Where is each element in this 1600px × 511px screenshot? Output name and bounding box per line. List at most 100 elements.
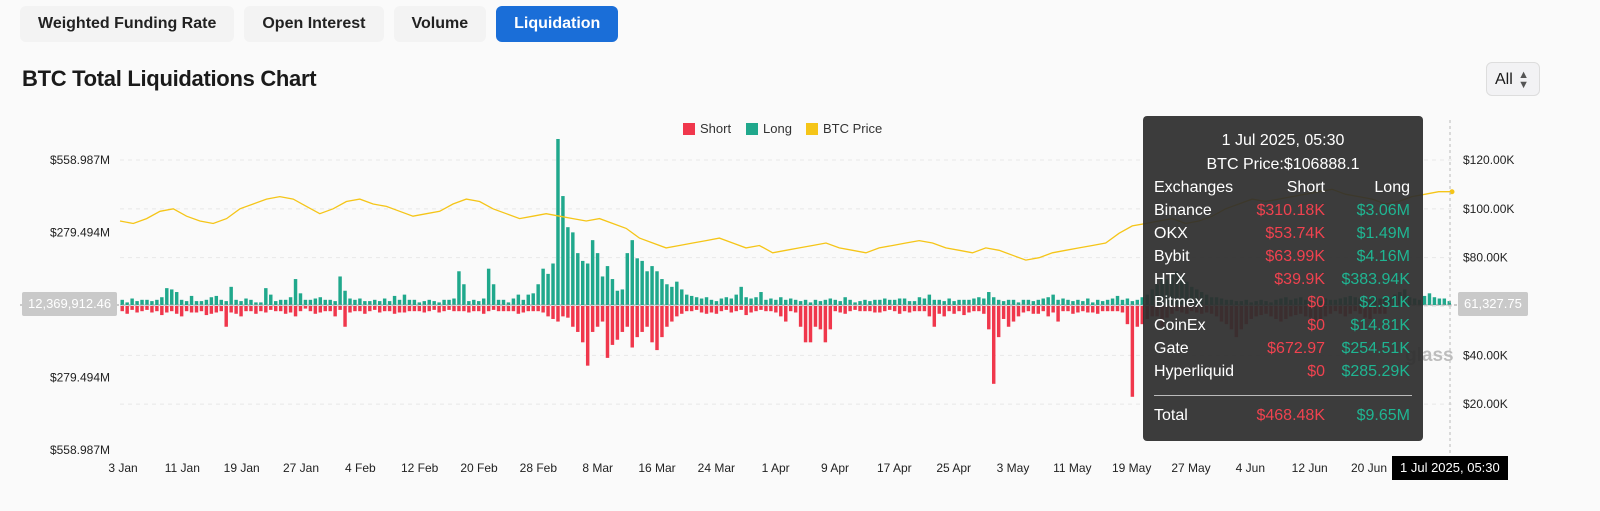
short-bar <box>1135 306 1140 327</box>
long-bar <box>333 301 337 305</box>
short-bar <box>491 306 496 310</box>
up-down-chevron-icon: ▲ ▼ <box>1518 69 1529 91</box>
long-bar <box>343 290 347 305</box>
short-bar <box>680 306 684 314</box>
short-bar <box>239 306 243 317</box>
long-bar <box>145 299 149 305</box>
long-bar <box>744 297 748 305</box>
long-bar <box>699 298 704 305</box>
legend-swatch <box>683 123 695 135</box>
long-bar <box>397 299 402 305</box>
short-bar <box>477 306 481 312</box>
short-bar <box>278 306 283 312</box>
long-bar <box>259 302 263 305</box>
short-bar <box>298 306 303 312</box>
chart-tooltip: 1 Jul 2025, 05:30 BTC Price:$106888.1 Ex… <box>1143 116 1423 441</box>
short-bar <box>689 306 694 312</box>
long-bar <box>189 295 194 305</box>
short-bar <box>754 306 758 312</box>
long-bar <box>348 298 352 305</box>
long-bar <box>1086 298 1090 305</box>
long-bar <box>293 279 298 305</box>
long-bar <box>996 299 1001 305</box>
long-bar <box>858 301 862 305</box>
long-bar <box>1125 298 1130 305</box>
long-bar <box>214 295 219 305</box>
short-bar <box>1011 306 1016 322</box>
long-bar <box>798 301 803 305</box>
long-bar <box>447 299 451 305</box>
short-bar <box>402 306 407 313</box>
long-bar <box>174 292 179 305</box>
tooltip-long: $4.16M <box>1356 248 1410 265</box>
right-axis-tick: $80.00K <box>1463 251 1508 265</box>
long-bar <box>670 286 674 305</box>
long-bar <box>328 299 332 305</box>
short-bar <box>581 306 585 343</box>
tooltip-long: $3.06M <box>1356 202 1410 219</box>
tab-weighted-funding-rate[interactable]: Weighted Funding Rate <box>20 6 235 42</box>
short-bar <box>987 306 991 330</box>
long-bar <box>541 268 545 305</box>
long-bar <box>571 232 575 305</box>
tab-open-interest[interactable]: Open Interest <box>244 6 384 42</box>
long-bar <box>576 253 580 305</box>
left-axis-tick: $558.987M <box>50 153 110 167</box>
long-bar <box>952 301 956 305</box>
long-bar <box>991 297 996 305</box>
short-bar <box>521 306 526 313</box>
tooltip-row: Bitmex $0 $2.31K <box>1154 294 1410 316</box>
short-bar <box>590 306 595 332</box>
x-axis-tick: 11 May <box>1053 461 1091 475</box>
short-bar <box>120 306 124 312</box>
long-bar <box>655 271 659 305</box>
long-bar <box>387 301 392 305</box>
long-bar <box>977 297 981 305</box>
short-bar <box>437 306 441 313</box>
short-bar <box>640 306 644 332</box>
long-bar <box>719 298 724 305</box>
long-bar <box>1051 294 1055 305</box>
long-bar <box>338 276 342 305</box>
short-bar <box>1081 306 1085 312</box>
long-bar <box>853 302 857 305</box>
long-bar <box>704 297 709 305</box>
tooltip-exchange: CoinEx <box>1154 317 1206 334</box>
short-bar <box>863 306 867 312</box>
tab-liquidation[interactable]: Liquidation <box>496 6 619 42</box>
tooltip-header-long: Long <box>1374 179 1410 196</box>
long-bar <box>630 240 634 305</box>
long-bar <box>1016 302 1021 305</box>
long-bar <box>486 268 491 305</box>
long-bar <box>590 240 595 305</box>
range-select[interactable]: All ▲ ▼ <box>1486 62 1540 96</box>
short-bar <box>635 306 639 338</box>
long-bar <box>417 302 422 305</box>
short-bar <box>174 306 179 314</box>
tab-volume[interactable]: Volume <box>393 6 487 42</box>
long-bar <box>477 301 481 305</box>
long-bar <box>987 292 991 305</box>
long-bar <box>1442 298 1447 305</box>
tooltip-total-long: $9.65M <box>1356 407 1410 424</box>
short-bar <box>912 306 917 312</box>
long-bar <box>694 297 699 305</box>
short-bar <box>303 306 308 309</box>
long-bar <box>1026 299 1031 305</box>
tooltip-long: $383.94K <box>1341 271 1410 288</box>
long-bar <box>254 302 258 305</box>
short-bar <box>952 306 956 314</box>
long-bar <box>353 299 357 305</box>
short-bar <box>541 306 545 313</box>
short-bar <box>363 306 367 314</box>
long-bar <box>972 298 976 305</box>
long-bar <box>1110 298 1115 305</box>
tooltip-row: Binance $310.18K $3.06M <box>1154 202 1410 224</box>
long-bar <box>135 301 139 305</box>
long-bar <box>1095 299 1100 305</box>
short-bar <box>293 306 298 317</box>
long-bar <box>689 295 694 305</box>
short-bar <box>853 306 857 310</box>
short-bar <box>313 306 318 314</box>
short-bar <box>160 306 164 316</box>
